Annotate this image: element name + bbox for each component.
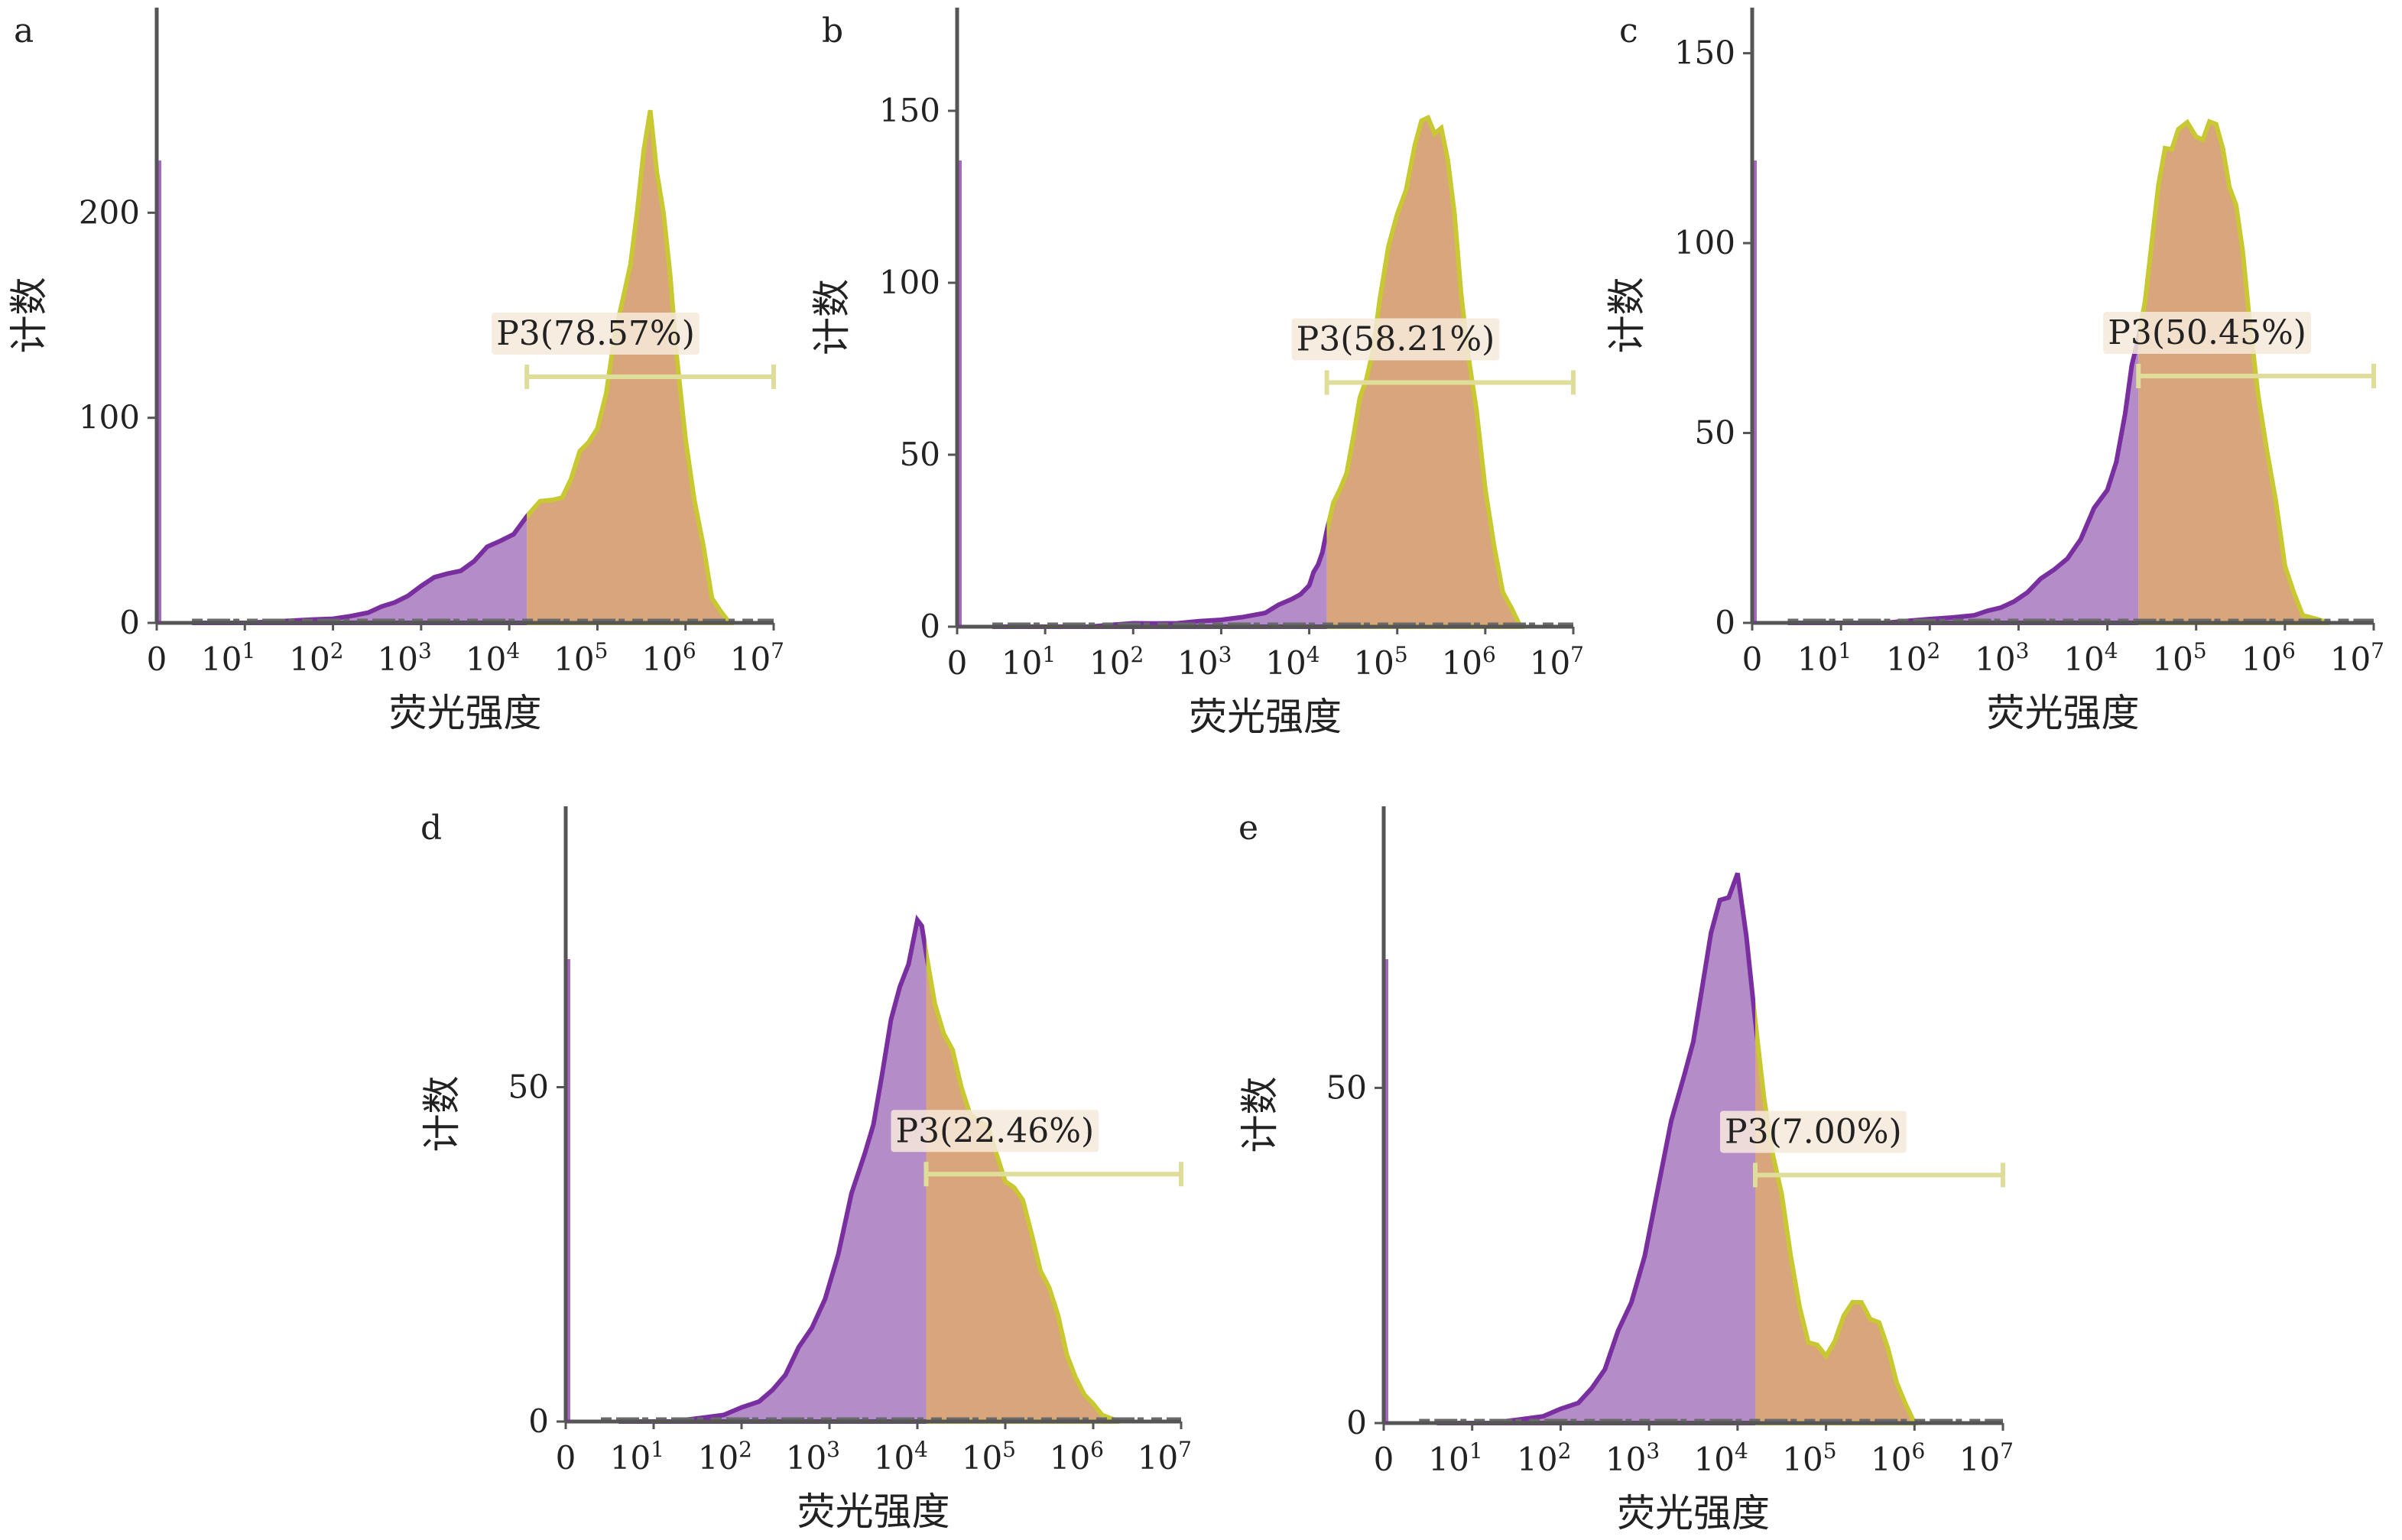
x-tick-label: 0 [947,644,968,682]
panel-letter: d [420,809,442,848]
panel-c: 0 50 100 150 0 101 102 103 104 105 106 107 P3(50.45%… [1605,8,2384,735]
x-tick-label: 106 [1871,1438,1925,1478]
x-tick-label: 101 [610,1437,664,1477]
x-tick-label: 107 [2330,638,2384,678]
x-axis-label: 荧光强度 [797,1490,950,1534]
y-tick-label: 0 [528,1402,549,1440]
y-tick-label: 50 [508,1068,549,1106]
gate-label: P3(50.45%) [2108,313,2306,352]
panel-letter: e [1238,809,1258,848]
y-tick-label: 0 [1715,604,1735,641]
x-tick-label: 0 [147,640,167,678]
histogram-gated-region [2138,118,2330,625]
x-tick-label: 106 [2241,638,2296,678]
x-tick-label: 102 [1886,638,1940,678]
gate-label: P3(78.57%) [496,314,695,353]
histogram-ungated-region [192,512,527,625]
x-tick-label: 107 [1530,642,1584,682]
x-tick-label: 104 [2063,638,2118,678]
panel-d: 0 50 0 101 102 103 104 105 106 107 P3(22.46%) 荧光强度 计… [420,806,1192,1534]
x-tick-label: 105 [553,638,608,678]
y-axis-label: 计数 [1605,277,1649,354]
histogram-ungated-region [618,914,927,1424]
x-tick-label: 101 [1001,642,1056,682]
x-tick-label: 102 [698,1437,752,1477]
y-tick-label: 50 [1326,1068,1367,1106]
x-tick-label: 107 [1959,1438,2014,1478]
panel-a: 0 100 200 0 101 102 103 104 105 106 107 P3(78.57%) 荧… [7,8,784,735]
histogram-gated-region [1755,998,1919,1425]
x-tick-label: 107 [1138,1437,1192,1477]
panel-letter: c [1619,11,1638,50]
gate-label-bg [891,1110,1099,1153]
x-tick-label: 104 [466,638,520,678]
gate-label-bg [492,313,700,355]
panel-letter: b [822,11,843,50]
x-tick-label: 106 [641,638,696,678]
x-tick-label: 105 [962,1437,1016,1477]
x-tick-label: 104 [1694,1438,1748,1478]
histogram-gated-region [527,109,735,625]
x-tick-label: 103 [1177,642,1232,682]
x-tick-label: 105 [1782,1438,1836,1478]
y-axis-label: 计数 [810,279,854,355]
gate-label: P3(22.46%) [896,1111,1095,1150]
histogram-gated-region [926,939,1121,1424]
y-axis-label: 计数 [1238,1077,1282,1153]
y-tick-label: 0 [119,604,140,641]
y-axis-label: 计数 [7,277,51,354]
x-tick-label: 107 [730,638,784,678]
x-axis-label: 荧光强度 [389,691,542,735]
y-tick-label: 50 [1695,414,1735,452]
y-tick-label: 100 [1674,224,1735,261]
x-tick-label: 102 [1517,1438,1571,1478]
x-axis-label: 荧光强度 [1987,691,2140,735]
y-tick-label: 0 [1346,1404,1367,1441]
gate-label: P3(7.00%) [1725,1112,1902,1151]
x-tick-label: 105 [2152,638,2206,678]
x-tick-label: 0 [556,1439,576,1477]
x-tick-label: 106 [1050,1437,1104,1477]
y-axis-label: 计数 [420,1076,464,1153]
gate-label-bg [1720,1110,1907,1153]
histogram-gated-region [1326,114,1524,629]
panel-letter: a [14,11,34,50]
panel-b: 0 50 100 150 0 101 102 103 104 105 106 107 P3(58.21%… [810,8,1584,739]
x-tick-label: 101 [201,638,255,678]
y-tick-label: 0 [920,608,940,645]
x-tick-label: 0 [1374,1441,1394,1478]
x-tick-label: 103 [786,1437,840,1477]
y-tick-label: 150 [879,92,940,129]
gate-label-bg [2103,312,2311,355]
histogram-ungated-region [1787,325,2139,625]
y-tick-label: 50 [900,436,940,473]
x-tick-label: 103 [1605,1438,1660,1478]
y-tick-label: 100 [879,264,940,301]
panel-e: 0 50 0 101 102 103 104 105 106 107 P3(7.00%) 荧光强度 计数… [1238,806,2014,1535]
x-axis-label: 荧光强度 [1617,1491,1770,1535]
x-tick-label: 102 [1089,642,1144,682]
x-axis-label: 荧光强度 [1189,695,1342,739]
x-tick-label: 106 [1442,642,1496,682]
x-tick-label: 105 [1353,642,1407,682]
x-tick-label: 0 [1742,640,1763,678]
x-tick-label: 103 [1975,638,2029,678]
y-tick-label: 100 [79,399,140,436]
x-tick-label: 104 [874,1437,928,1477]
x-tick-label: 103 [378,638,432,678]
x-tick-label: 101 [1428,1438,1482,1478]
y-tick-label: 200 [79,193,140,231]
y-tick-label: 150 [1674,34,1735,72]
x-tick-label: 104 [1265,642,1319,682]
gate-label-bg [1291,318,1500,361]
x-tick-label: 102 [289,638,343,678]
x-tick-label: 101 [1797,638,1852,678]
gate-label: P3(58.21%) [1297,320,1495,359]
histogram-ungated-region [1436,872,1755,1425]
